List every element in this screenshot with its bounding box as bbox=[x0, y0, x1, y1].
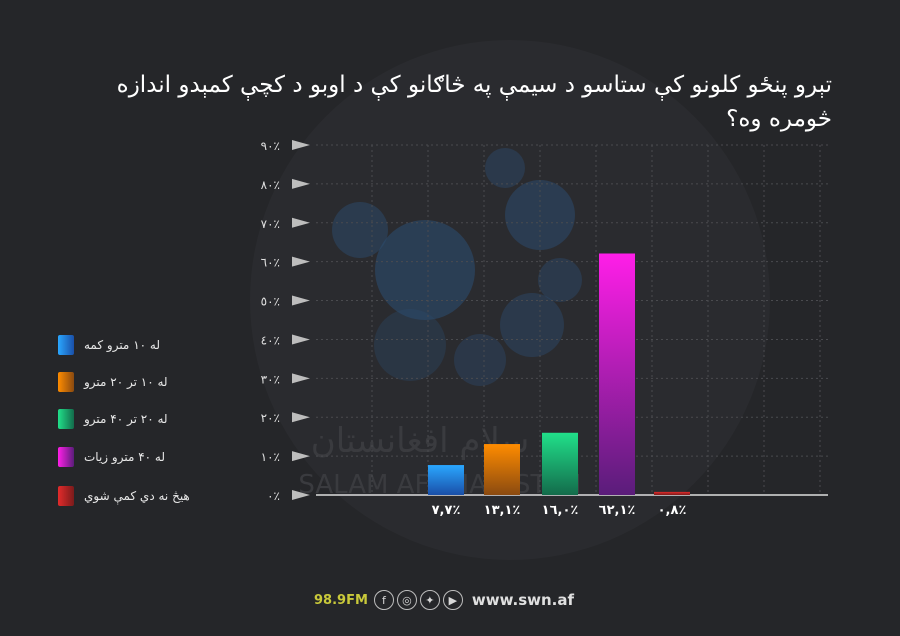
legend-swatch bbox=[58, 372, 74, 392]
legend-label: له ۴۰ مترو زيات bbox=[84, 450, 165, 464]
twitter-icon[interactable]: ✦ bbox=[419, 590, 440, 610]
legend-label: له ۱۰ مترو کمه bbox=[84, 338, 160, 352]
tick-arrow-icon bbox=[292, 412, 310, 423]
tick-arrow-icon bbox=[292, 334, 310, 345]
legend-item: له ۲۰ تر ۴۰ مترو bbox=[58, 409, 168, 429]
data-label: ١٦,٠٪ bbox=[542, 503, 579, 518]
y-tick-label: ٦٠٪ bbox=[261, 256, 280, 270]
tick-arrow-icon bbox=[292, 140, 310, 150]
legend-label: له ۲۰ تر ۴۰ مترو bbox=[84, 412, 168, 426]
tick-arrow-icon bbox=[292, 217, 310, 228]
website-link[interactable]: www.swn.af bbox=[471, 591, 575, 609]
facebook-icon[interactable]: f bbox=[373, 590, 394, 610]
y-tick-label: ١٠٪ bbox=[261, 450, 280, 464]
legend-item: هيڅ نه دي کمې شوي bbox=[58, 486, 190, 506]
tick-arrow-icon bbox=[292, 373, 310, 384]
frequency-label: 98.9FM bbox=[314, 592, 368, 608]
bar bbox=[654, 491, 690, 495]
legend-item: له ۱۰ مترو کمه bbox=[58, 335, 160, 355]
tick-arrow-icon bbox=[292, 451, 310, 462]
y-tick-label: ٨٠٪ bbox=[261, 178, 280, 192]
youtube-icon[interactable]: ▶ bbox=[442, 590, 463, 610]
y-tick-label: ٠٪ bbox=[267, 489, 280, 503]
tick-arrow-icon bbox=[292, 256, 310, 267]
legend-swatch bbox=[58, 486, 74, 506]
tick-arrow-icon bbox=[292, 490, 310, 500]
y-tick-label: ٤٠٪ bbox=[261, 333, 280, 347]
instagram-icon[interactable]: ◎ bbox=[396, 590, 417, 610]
bar bbox=[542, 432, 578, 495]
y-tick-label: ٥٠٪ bbox=[261, 295, 280, 309]
legend-swatch bbox=[58, 335, 74, 355]
legend-item: له ۱۰ تر ۲۰ مترو bbox=[58, 372, 168, 392]
legend-item: له ۴۰ مترو زيات bbox=[58, 447, 165, 467]
data-label: ٦٢,١٪ bbox=[599, 503, 636, 518]
legend-label: له ۱۰ تر ۲۰ مترو bbox=[84, 375, 168, 389]
data-label: ٠,٨٪ bbox=[658, 503, 687, 518]
legend-label: هيڅ نه دي کمې شوي bbox=[84, 489, 190, 503]
data-label: ٧,٧٪ bbox=[432, 503, 461, 518]
data-label: ١٣,١٪ bbox=[484, 503, 521, 518]
bar bbox=[484, 444, 520, 495]
y-tick-label: ٧٠٪ bbox=[261, 217, 280, 231]
legend-swatch bbox=[58, 447, 74, 467]
tick-arrow-icon bbox=[292, 178, 310, 189]
y-tick-label: ٢٠٪ bbox=[261, 411, 280, 425]
footer: 98.9FM f ◎ ✦ ▶ www.swn.af bbox=[314, 590, 574, 610]
tick-arrow-icon bbox=[292, 295, 310, 306]
legend-swatch bbox=[58, 409, 74, 429]
y-tick-label: ٣٠٪ bbox=[261, 372, 280, 386]
bar bbox=[428, 465, 464, 495]
bar bbox=[599, 253, 635, 495]
y-tick-label: ٩٠٪ bbox=[261, 139, 280, 153]
chart-title: تېرو پنځو کلونو کې ستاسو د سيمې په څاګان… bbox=[116, 72, 832, 132]
